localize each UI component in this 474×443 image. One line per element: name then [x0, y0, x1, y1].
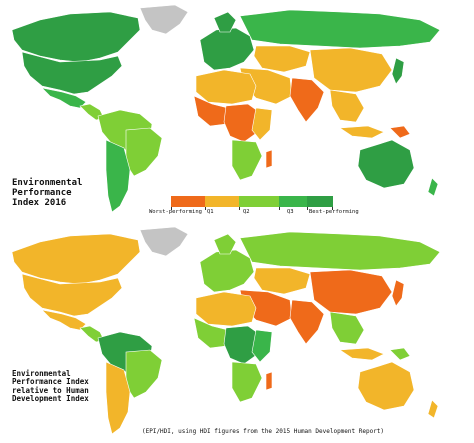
region-east-africa	[251, 329, 273, 363]
region-mexico	[41, 309, 87, 331]
region-png	[389, 347, 411, 361]
region-scandinavia	[213, 233, 237, 255]
legend-swatch-q1	[205, 196, 239, 207]
region-usa	[21, 51, 123, 95]
region-png	[389, 125, 411, 139]
legend-tick	[279, 207, 280, 210]
region-russia	[239, 9, 441, 49]
region-brazil	[125, 127, 163, 177]
region-southeast-asia	[329, 311, 365, 345]
region-india	[289, 299, 325, 345]
region-madagascar	[265, 149, 273, 169]
region-australia	[357, 361, 415, 411]
region-australia	[357, 139, 415, 189]
legend-tick	[205, 207, 206, 210]
region-china	[309, 269, 393, 315]
legend-label-q3: Q3	[287, 209, 294, 215]
region-usa	[21, 273, 123, 317]
region-south-america-south	[105, 139, 131, 213]
epi-legend: Worst-performing Q1 Q2 Q3 Best-performin…	[149, 196, 359, 220]
region-southern-africa	[231, 361, 263, 403]
region-southern-africa	[231, 139, 263, 181]
legend-label-q1: Q1	[207, 209, 214, 215]
region-central-africa	[223, 325, 263, 365]
region-south-america-south	[105, 361, 131, 435]
legend-swatch-q3	[279, 196, 307, 207]
region-east-africa	[251, 107, 273, 141]
region-mexico	[41, 87, 87, 109]
region-india	[289, 77, 325, 123]
region-madagascar	[265, 371, 273, 391]
epi-hdi-title: Environmental Performance Index relative…	[12, 369, 89, 404]
legend-tick	[239, 207, 240, 210]
epi-2016-map: Environmental Performance Index 2016 Wor…	[0, 0, 474, 221]
region-indonesia	[339, 125, 385, 139]
world-map-epi	[11, 4, 441, 213]
legend-label-best: Best-performing	[309, 209, 359, 215]
region-japan	[391, 57, 405, 85]
region-central-asia	[253, 45, 311, 73]
region-new-zealand	[427, 177, 439, 197]
region-canada	[11, 233, 141, 285]
legend-swatch-q2	[239, 196, 279, 207]
legend-swatch-worst	[171, 196, 205, 207]
epi-hdi-map: Environmental Performance Index relative…	[0, 222, 474, 443]
region-greenland	[139, 226, 189, 257]
world-map-epi-hdi	[11, 226, 441, 435]
region-scandinavia	[213, 11, 237, 33]
legend-tick	[171, 207, 172, 210]
legend-label-q2: Q2	[243, 209, 250, 215]
region-brazil	[125, 349, 163, 399]
region-china	[309, 47, 393, 93]
region-canada	[11, 11, 141, 63]
epi-title: Environmental Performance Index 2016	[12, 178, 83, 209]
legend-tick	[332, 207, 333, 210]
legend-tick	[307, 207, 308, 210]
legend-swatch-best	[307, 196, 333, 207]
region-north-africa	[195, 69, 257, 105]
region-new-zealand	[427, 399, 439, 419]
region-russia	[239, 231, 441, 271]
region-central-asia	[253, 267, 311, 295]
region-central-africa	[223, 103, 263, 143]
region-southeast-asia	[329, 89, 365, 123]
region-indonesia	[339, 347, 385, 361]
epi-hdi-caption: (EPI/HDI, using HDI figures from the 201…	[142, 428, 385, 435]
region-north-africa	[195, 291, 257, 327]
legend-label-worst: Worst-performing	[149, 209, 202, 215]
region-europe	[199, 27, 255, 71]
region-europe	[199, 249, 255, 293]
region-greenland	[139, 4, 189, 35]
region-japan	[391, 279, 405, 307]
